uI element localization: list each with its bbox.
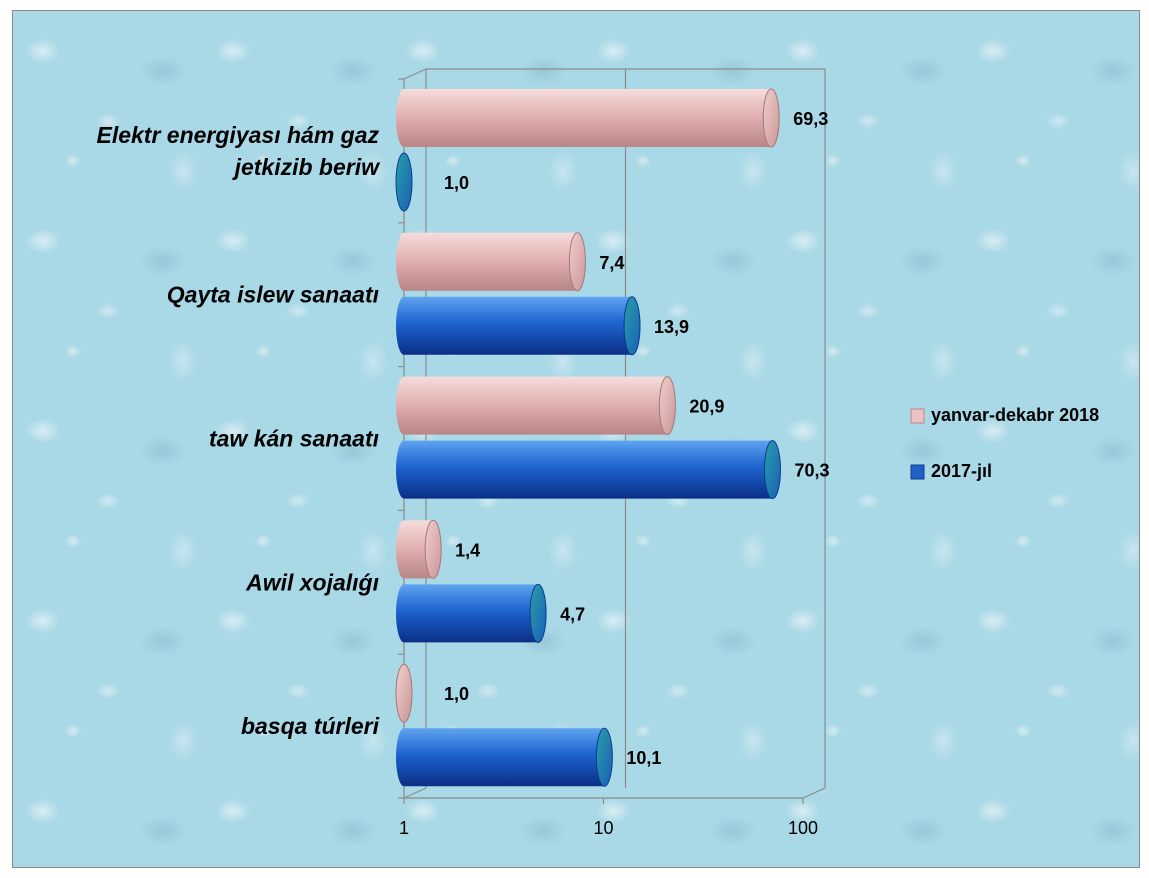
bar-series2 [396,728,613,787]
floor-right-edge [802,787,826,799]
legend-swatch [910,464,925,480]
category-label: jetkizib beriw [232,154,382,180]
bar-cap [595,727,613,787]
legend-label: yanvar-dekabr 2018 [931,405,1099,425]
category-label: Awil xojalıǵı [245,569,379,595]
bar-cap [658,376,676,436]
data-label: 10,1 [626,748,661,768]
legend-label: 2017-jıl [931,461,992,481]
top-left-edge [403,68,427,80]
chart-area: 1 10 100 Elektr energiyası hám gaz jetkizib… [12,10,1140,868]
bars [395,88,781,787]
x-tick-label: 1 [399,818,409,838]
category-label: taw kán sanaatı [209,426,379,452]
bar-series1 [396,376,676,435]
bar-series1 [396,89,780,147]
x-tick-label: 100 [788,818,818,838]
data-label: 20,9 [689,397,724,417]
data-label: 1,0 [444,173,469,193]
bar-series2 [396,584,547,643]
x-tick-label: 10 [593,818,613,838]
category-label: Elektr energiyası hám gaz [96,122,379,148]
data-label: 70,3 [794,461,829,481]
bar-cap [762,88,780,148]
category-label: basqa túrleri [241,713,380,739]
bar-series2 [396,440,781,499]
bar-series1 [396,232,586,291]
bar-cap [424,519,442,579]
data-label: 4,7 [560,604,585,624]
data-label: 69,3 [793,109,828,129]
bar-cap [529,583,547,643]
bar-cap [568,232,586,292]
data-label: 13,9 [654,317,689,337]
bar-cap [623,296,641,356]
bar-series2 [396,296,641,355]
bar-cap [763,440,781,500]
data-label: 1,4 [455,540,480,560]
chart-svg: 1 10 100 Elektr energiyası hám gaz jetkizib… [96,68,1099,838]
legend-swatch [910,408,925,424]
labels: Elektr energiyası hám gaz jetkizib beriw 6… [96,109,829,768]
category-label: Qayta islew sanaatı [167,282,379,308]
legend: yanvar-dekabr 2018 2017-jıl [910,405,1099,481]
bar-cap [395,152,413,212]
data-label: 1,0 [444,684,469,704]
data-label: 7,4 [599,253,624,273]
bar-cap [395,663,413,723]
floor-left-edge [403,787,427,799]
